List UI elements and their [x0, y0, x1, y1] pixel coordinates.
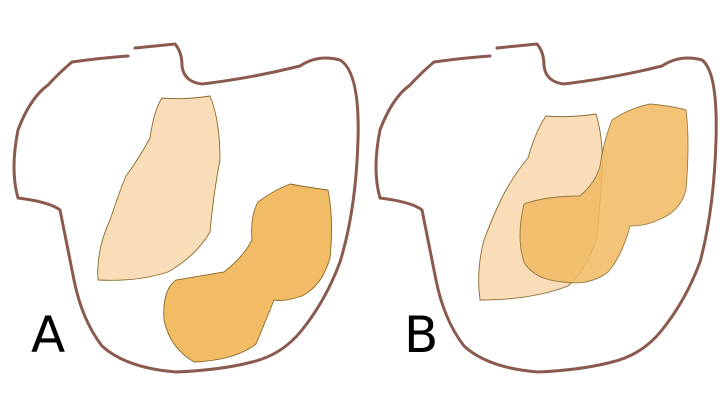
panel-label-a: A	[31, 306, 65, 364]
panel-b: B	[374, 42, 718, 374]
dark-region-b	[519, 103, 689, 284]
outline-shape-b	[374, 42, 718, 374]
panel-label-b: B	[404, 306, 438, 364]
light-region-a	[97, 95, 221, 281]
dark-region-a	[163, 183, 333, 363]
panel-a: A	[12, 42, 360, 374]
outline-shape-a	[12, 42, 360, 374]
